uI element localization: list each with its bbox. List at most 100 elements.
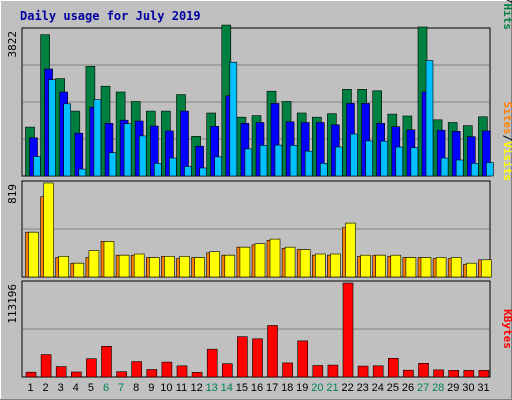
bar-pages-day-20 [319, 163, 328, 177]
day-label-4: 4 [73, 382, 79, 394]
bar-pages-day-5 [93, 99, 102, 177]
side-label-hits: Pages/Files/Hits [501, 0, 512, 30]
day-label-31: 31 [477, 382, 489, 394]
bar-kbytes-day-19 [297, 340, 309, 378]
day-label-17: 17 [266, 382, 278, 394]
bar-kbytes-day-25 [387, 357, 399, 378]
day-label-5: 5 [88, 382, 94, 394]
bar-kbytes-day-8 [131, 361, 142, 378]
bar-kbytes-day-23 [357, 365, 369, 378]
bar-sites-day-31 [481, 259, 492, 278]
bar-pages-day-19 [304, 150, 313, 177]
bar-pages-day-1 [33, 156, 41, 177]
day-label-11: 11 [176, 382, 187, 394]
bar-pages-day-21 [335, 146, 343, 177]
bar-pages-day-23 [365, 140, 373, 177]
bar-kbytes-day-6 [101, 345, 112, 378]
bar-sites-day-13 [209, 251, 220, 278]
bar-kbytes-day-11 [176, 365, 188, 378]
bar-pages-day-10 [169, 157, 177, 177]
bar-pages-day-30 [470, 163, 479, 177]
series-pages [33, 60, 494, 177]
day-label-23: 23 [357, 382, 369, 394]
bar-kbytes-day-10 [161, 361, 173, 378]
bar-kbytes-day-17 [267, 325, 278, 378]
bar-kbytes-day-7 [116, 371, 127, 378]
panel-kbytes: 113196 [6, 280, 491, 378]
side-label-part: KBytes [501, 309, 512, 349]
side-label-kbytes: KBytes [501, 309, 512, 349]
day-label-16: 16 [251, 382, 263, 394]
day-axis-labels: 1 2 3 4 5 6 7 8 9 10 11 12 13 14 15 16 17 18 19 20 21 22 23 24 2… [27, 382, 489, 394]
bar-pages-day-9 [154, 163, 162, 177]
side-label-visits: Sites/Visits [501, 102, 512, 182]
day-label-9: 9 [148, 382, 154, 394]
day-label-3: 3 [58, 382, 64, 394]
bar-pages-day-6 [108, 152, 117, 177]
bar-kbytes-day-27 [418, 362, 429, 378]
bar-pages-day-24 [380, 140, 389, 177]
bar-pages-day-18 [289, 145, 298, 177]
panel-kbytes-ymax-label: 113196 [6, 284, 19, 324]
day-label-30: 30 [462, 382, 474, 394]
bar-kbytes-day-13 [206, 348, 218, 378]
bar-pages-day-13 [214, 156, 222, 177]
day-label-21: 21 [326, 382, 338, 394]
bar-sites-day-28 [435, 257, 447, 278]
day-label-7: 7 [118, 382, 124, 394]
chart-title: Daily usage for July 2019 [20, 9, 201, 23]
side-label-part: / [501, 135, 512, 142]
day-label-25: 25 [387, 382, 399, 394]
bar-sites-day-3 [58, 255, 70, 278]
side-label-part: / [501, 0, 512, 4]
bar-pages-day-16 [259, 145, 268, 177]
bar-kbytes-day-31 [478, 370, 490, 378]
bar-sites-day-6 [103, 241, 115, 278]
day-label-15: 15 [236, 382, 248, 394]
bar-kbytes-day-22 [342, 282, 354, 378]
bar-pages-day-31 [486, 162, 494, 177]
bar-pages-day-15 [244, 148, 253, 177]
bar-kbytes-day-18 [282, 362, 293, 378]
bar-sites-day-1 [28, 231, 39, 278]
bar-sites-day-12 [194, 257, 205, 278]
bar-pages-day-7 [123, 123, 132, 177]
bar-sites-day-27 [420, 257, 432, 278]
series-sites [28, 182, 492, 278]
day-label-26: 26 [402, 382, 414, 394]
bar-sites-day-10 [164, 255, 175, 278]
bar-kbytes-day-20 [312, 365, 324, 378]
day-label-18: 18 [281, 382, 293, 394]
day-label-6: 6 [103, 382, 109, 394]
bar-sites-day-2 [43, 182, 54, 278]
panel-visits: 819 [6, 180, 492, 278]
panel-visits-ymax-label: 819 [6, 184, 19, 204]
side-label-part: Sites [501, 102, 512, 135]
bar-kbytes-day-4 [71, 371, 82, 378]
day-label-24: 24 [372, 382, 384, 394]
bar-kbytes-day-16 [252, 338, 263, 378]
bar-sites-day-7 [118, 254, 130, 278]
series-kbytes [25, 282, 490, 378]
bar-sites-day-11 [179, 255, 190, 278]
day-label-2: 2 [43, 382, 49, 394]
day-label-28: 28 [432, 382, 444, 394]
day-label-1: 1 [27, 382, 33, 394]
bar-sites-day-29 [450, 257, 462, 278]
bar-sites-day-4 [73, 262, 85, 278]
day-label-14: 14 [221, 382, 233, 394]
bar-sites-day-22 [345, 222, 356, 278]
bar-pages-day-11 [184, 166, 192, 177]
day-label-20: 20 [311, 382, 323, 394]
bar-sites-day-16 [254, 243, 266, 278]
bar-pages-day-17 [274, 144, 283, 177]
day-label-12: 12 [190, 382, 202, 394]
bar-kbytes-day-24 [372, 365, 384, 378]
bar-kbytes-day-28 [433, 369, 444, 378]
bar-sites-day-30 [465, 262, 477, 278]
bar-sites-day-18 [284, 246, 296, 278]
day-label-19: 19 [296, 382, 308, 394]
panel-hits: 3822 [6, 24, 494, 177]
bar-pages-day-14 [229, 61, 238, 177]
